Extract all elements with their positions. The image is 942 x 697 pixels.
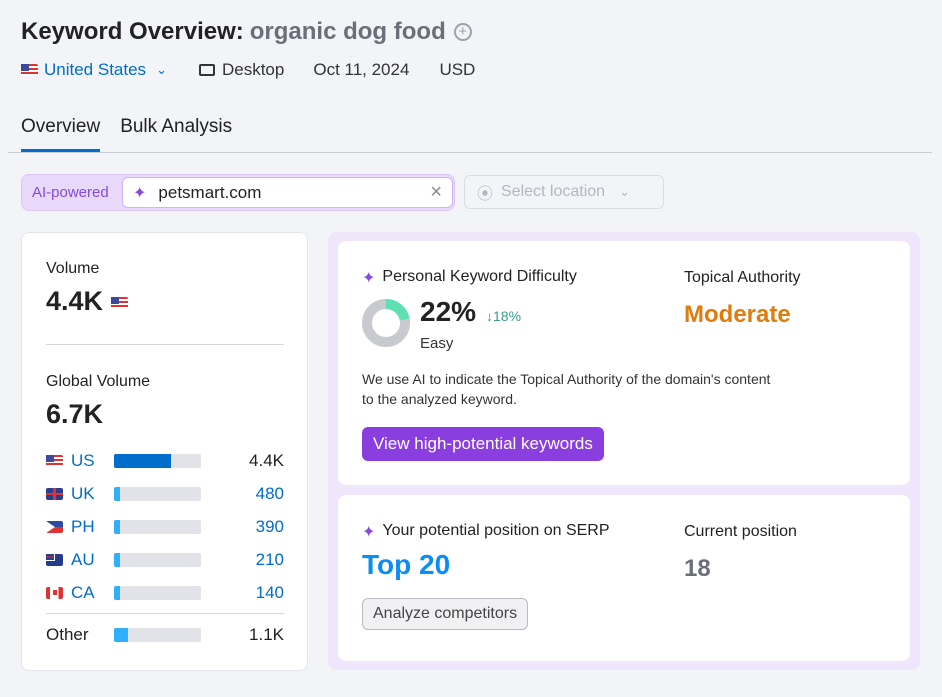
- date-label: Oct 11, 2024: [313, 60, 410, 79]
- serp-position-value: Top 20: [362, 549, 451, 580]
- chevron-down-icon: ⌄: [619, 184, 630, 199]
- domain-input[interactable]: ✦ petsmart.com ×: [122, 177, 453, 208]
- sparkle-icon: ✦: [362, 270, 376, 287]
- location-select[interactable]: ⦿ Select location ⌄: [464, 175, 664, 209]
- volume-bar: [114, 586, 201, 600]
- other-row: Other 1.1K: [46, 625, 284, 645]
- volume-bar: [114, 553, 201, 567]
- country-code[interactable]: PH: [71, 517, 95, 536]
- page-title: Keyword Overview: organic dog food +: [21, 18, 472, 46]
- ph-flag-icon: [46, 521, 63, 533]
- volume-label: Volume: [46, 260, 100, 277]
- country-value[interactable]: 4.4K: [249, 451, 284, 470]
- uk-flag-icon: [46, 488, 63, 500]
- country-selector[interactable]: United States ⌄: [21, 60, 167, 80]
- tab-bulk-analysis[interactable]: Bulk Analysis: [120, 116, 233, 137]
- country-row-uk: UK 480: [46, 484, 284, 504]
- pkd-level: Easy: [420, 335, 454, 352]
- keyword: organic dog food: [249, 18, 446, 45]
- description-line: to the analyzed keyword.: [362, 391, 517, 407]
- ca-flag-icon: [46, 587, 63, 599]
- country-value[interactable]: 390: [255, 517, 284, 536]
- topical-authority-value: Moderate: [684, 301, 791, 328]
- sparkle-icon: ✦: [362, 524, 376, 541]
- country-value[interactable]: 480: [255, 484, 284, 503]
- title-label: Keyword Overview:: [21, 18, 244, 45]
- global-volume-value: 6.7K: [46, 399, 104, 429]
- tabs-divider: [8, 152, 932, 153]
- currency-label: USD: [439, 60, 476, 79]
- country-row-ca: CA 140: [46, 583, 284, 603]
- serp-position-card: ✦ Your potential position on SERP Top 20 …: [338, 495, 910, 661]
- pkd-value: 22%: [420, 296, 477, 327]
- volume-value: 4.4K: [46, 286, 128, 317]
- domain-value: petsmart.com: [158, 182, 262, 202]
- topical-authority-label: Topical Authority: [684, 269, 801, 286]
- global-volume-label: Global Volume: [46, 373, 151, 390]
- pkd-description: We use AI to indicate the Topical Author…: [362, 369, 770, 409]
- us-flag-icon: [46, 455, 63, 467]
- tab-overview[interactable]: Overview: [21, 116, 101, 153]
- bar-fill: [114, 454, 171, 468]
- location-placeholder: Select location: [501, 183, 606, 200]
- plus-circle-icon[interactable]: +: [453, 23, 472, 41]
- difficulty-donut: [362, 299, 410, 347]
- volume-card: Volume 4.4K Global Volume 6.7K US 4.4K UK 4…: [21, 232, 308, 671]
- other-bar: [114, 628, 201, 642]
- other-value: 1.1K: [249, 625, 284, 644]
- volume-bar: [114, 454, 201, 468]
- serp-title: ✦ Your potential position on SERP: [362, 522, 610, 542]
- sparkle-icon: ✦: [133, 184, 147, 202]
- chevron-down-icon: ⌄: [156, 62, 167, 77]
- current-position-label: Current position: [684, 523, 797, 540]
- serp-title-label: Your potential position on SERP: [382, 522, 610, 539]
- bar-fill: [114, 586, 121, 600]
- country-code[interactable]: UK: [71, 484, 95, 503]
- meta-row: United States ⌄ Desktop Oct 11, 2024 USD: [21, 60, 475, 80]
- analyze-competitors-button[interactable]: Analyze competitors: [362, 598, 529, 630]
- volume-bar: [114, 487, 201, 501]
- volume-bar: [114, 520, 201, 534]
- country-code[interactable]: AU: [71, 550, 95, 569]
- country-row-ph: PH 390: [46, 517, 284, 537]
- bar-fill: [114, 553, 121, 567]
- description-line: We use AI to indicate the Topical Author…: [362, 371, 771, 387]
- view-high-potential-keywords-button[interactable]: View high-potential keywords: [362, 427, 604, 461]
- personal-kd-card: ✦ Personal Keyword Difficulty 22% ↓18% Ea…: [338, 241, 910, 485]
- desktop-icon: [198, 64, 215, 76]
- country-value[interactable]: 210: [255, 550, 284, 569]
- current-position-value: 18: [684, 555, 711, 582]
- country-value[interactable]: 140: [255, 583, 284, 602]
- divider: [46, 344, 284, 345]
- country-row-us: US 4.4K: [46, 451, 284, 471]
- volume-number: 4.4K: [46, 286, 104, 316]
- country-row-au: AU 210: [45, 550, 284, 570]
- country-code[interactable]: CA: [71, 583, 95, 602]
- us-flag-icon: [21, 64, 38, 76]
- divider: [46, 613, 284, 614]
- donut-fill: [362, 299, 410, 347]
- location-pin-icon: ⦿: [477, 186, 494, 203]
- ai-powered-label: AI-powered: [32, 184, 109, 201]
- tabs: Overview Bulk Analysis: [21, 116, 232, 153]
- pkd-title-label: Personal Keyword Difficulty: [382, 268, 577, 285]
- us-flag-icon: [110, 296, 128, 309]
- country-code[interactable]: US: [71, 451, 95, 470]
- country-label: United States: [44, 60, 147, 79]
- pkd-title: ✦ Personal Keyword Difficulty: [362, 268, 577, 288]
- bar-fill: [114, 487, 121, 501]
- device-label: Desktop: [221, 60, 285, 79]
- ai-domain-search: AI-powered ✦ petsmart.com ×: [21, 174, 455, 211]
- other-label: Other: [46, 625, 89, 644]
- pkd-change: ↓18%: [486, 308, 522, 324]
- au-flag-icon: [45, 553, 63, 566]
- bar-fill: [114, 628, 128, 642]
- bar-fill: [114, 520, 121, 534]
- close-icon[interactable]: ×: [430, 181, 442, 203]
